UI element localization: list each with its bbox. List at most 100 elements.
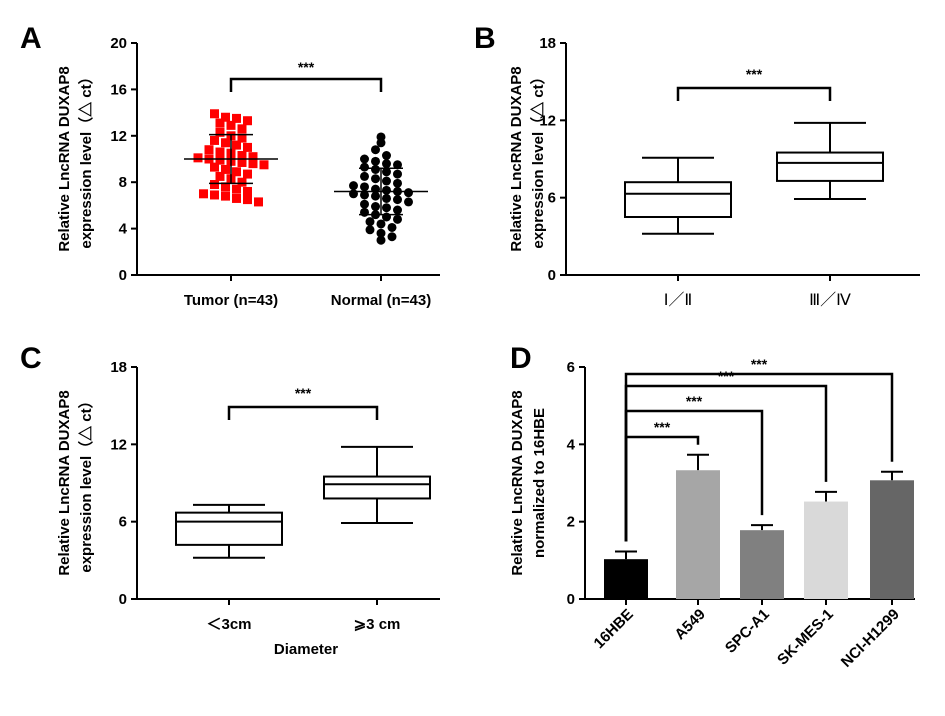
normal-data-point [371,164,380,174]
x-category-label-b: Ⅰ／Ⅱ [664,292,693,309]
normal-data-point [376,138,386,148]
tumor-data-point [221,191,230,201]
y-tick-label-b: 0 [548,267,556,284]
significance-label-d: *** [718,368,735,384]
y-axis-label-b-line1: Relative LncRNA DUXAP8 [508,66,525,251]
normal-data-point [393,169,402,179]
tumor-data-point [243,186,252,196]
y-tick-label-a: 20 [110,35,127,52]
y-axis-label-a-line2: expression level（△ ct） [77,69,95,248]
normal-data-point [360,182,369,192]
bar-d [604,559,648,599]
x-category-label-d: 16HBE [591,606,637,652]
normal-data-point [393,205,402,215]
x-category-label-d: A549 [671,606,708,643]
significance-bracket-d [624,384,828,542]
normal-data-point [360,171,369,181]
significance-label-d: *** [686,393,703,409]
normal-data-point [393,178,402,188]
normal-data-point [382,159,391,169]
significance-label-d: *** [751,356,768,372]
tumor-data-point [243,116,252,126]
normal-data-point [393,214,402,224]
y-tick-label-b: 6 [548,190,556,207]
bar-d [676,470,720,599]
x-category-label-d: NCI-H1299 [838,606,903,671]
tumor-data-point [232,140,241,150]
significance-label-a: *** [298,59,315,75]
x-category-label-a: Tumor (n=43) [184,292,278,309]
normal-data-point [371,191,380,201]
normal-data-point [376,228,386,238]
y-tick-label-d: 6 [567,359,575,376]
y-tick-label-b: 18 [539,35,556,52]
y-axis-label-b-line2: expression level（△ ct） [529,69,547,248]
y-tick-label-d: 2 [567,514,575,531]
tumor-data-point [221,164,230,174]
normal-data-point [382,203,391,213]
normal-data-point [349,181,358,191]
tumor-data-point [237,177,247,187]
tumor-data-point [210,190,219,200]
normal-data-point [382,167,391,177]
y-tick-label-d: 0 [567,591,575,608]
x-category-label-b: Ⅲ／Ⅳ [809,292,851,309]
bar-d [870,480,914,599]
y-tick-label-a: 16 [110,81,127,98]
y-axis-label-a-line1: Relative LncRNA DUXAP8 [56,66,73,251]
normal-data-point [393,160,402,170]
x-axis-label-c: Diameter [274,641,338,658]
tumor-data-point [248,152,258,162]
y-axis-label-d-line1: Relative LncRNA DUXAP8 [509,390,526,575]
normal-data-point [393,195,402,205]
normal-data-point [404,197,413,207]
tumor-data-point [215,155,225,165]
tumor-data-point [232,193,241,203]
y-axis-label-c-line1: Relative LncRNA DUXAP8 [56,390,73,575]
tumor-data-point [199,189,208,199]
tumor-data-point [248,159,258,169]
tumor-data-point [221,112,230,122]
normal-data-point [365,225,375,235]
y-tick-label-d: 4 [567,436,576,453]
x-category-label-c: ⩾3 cm [354,616,401,633]
normal-data-point [382,193,391,203]
x-category-label-c: ＜3cm [206,616,251,633]
normal-data-point [404,188,413,198]
normal-data-point [382,176,391,186]
tumor-data-point [221,138,230,148]
box-iqr-b [624,181,732,218]
normal-data-point [376,219,386,229]
tumor-data-point [215,147,225,157]
tumor-data-point [237,151,247,161]
y-tick-label-a: 12 [110,128,127,145]
box-iqr-c [175,511,283,546]
normal-data-point [360,199,369,209]
y-tick-label-c: 6 [119,514,127,531]
normal-data-point [360,154,369,164]
tumor-data-point [210,109,219,119]
y-axis-label-d-line2: normalized to 16HBE [531,408,548,558]
significance-bracket-c [227,405,379,420]
normal-data-point [387,222,397,232]
normal-data-point [365,217,375,227]
tumor-data-point [193,153,203,163]
significance-bracket-a [229,77,383,92]
y-tick-label-c: 12 [110,436,127,453]
tumor-data-point [237,133,247,143]
tumor-data-point [243,142,252,152]
tumor-data-point [226,120,236,130]
normal-data-point [371,145,380,155]
tumor-data-point [237,157,247,167]
tumor-data-point [232,113,241,123]
normal-data-point [382,151,391,161]
significance-label-b: *** [746,66,763,82]
panel-label-d: D [510,342,532,375]
tumor-data-point [232,167,241,177]
y-tick-label-c: 0 [119,591,127,608]
significance-bracket-d [624,372,894,542]
panel-label-c: C [20,342,42,375]
normal-data-point [371,174,380,184]
y-axis-label-c-line2: expression level（△ ct） [77,393,95,572]
